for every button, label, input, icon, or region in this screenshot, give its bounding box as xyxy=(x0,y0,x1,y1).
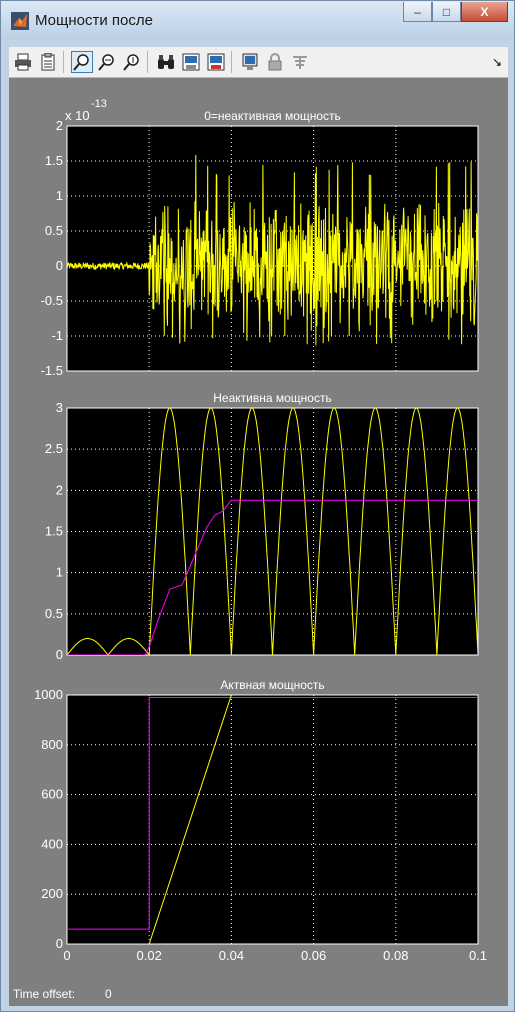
time-offset-label: Time offset: xyxy=(13,987,75,1001)
print-icon xyxy=(15,53,31,71)
scope-display: 0=неактивная мощность x 10 -13 -1.5 -1 -0.5 0 0… xyxy=(9,78,508,1006)
y-tick-label: 1.5 xyxy=(45,153,63,168)
y-tick-label: 2 xyxy=(56,118,63,133)
print-button[interactable] xyxy=(12,51,34,73)
toolbar-separator xyxy=(63,51,64,73)
minimize-icon: ‒ xyxy=(414,4,421,19)
x-tick-label: 0.02 xyxy=(137,948,162,963)
toolbar: ↘ xyxy=(9,47,508,78)
lock-axes-button[interactable] xyxy=(264,51,286,73)
signal-select-icon xyxy=(293,56,307,69)
y-tick-label: 1 xyxy=(56,565,63,580)
y-tick-label: 400 xyxy=(41,836,63,851)
minimize-button[interactable]: ‒ xyxy=(403,2,432,22)
save-axes-button[interactable] xyxy=(180,51,202,73)
x-tick-label: 0.04 xyxy=(219,948,244,963)
y-tick-label: 3 xyxy=(56,400,63,415)
series-line-2 xyxy=(67,695,478,944)
window-title: Мощности после xyxy=(35,12,153,29)
floating-scope-button[interactable] xyxy=(239,51,261,73)
y-tick-label: 600 xyxy=(41,787,63,802)
y-tick-label: 1000 xyxy=(34,687,63,702)
x-tick-label: 0.06 xyxy=(301,948,326,963)
x-tick-label: 0 xyxy=(63,948,70,963)
y-tick-label: 1 xyxy=(56,188,63,203)
series-group xyxy=(67,408,478,655)
restore-axes-icon xyxy=(207,53,225,71)
chart-1: 0=неактивная мощность x 10-13 -1.5 -1 -0.5 0 0… xyxy=(41,98,479,378)
lock-icon xyxy=(268,53,282,71)
y-tick-label: -1 xyxy=(51,328,63,343)
binoculars-icon xyxy=(158,55,174,69)
params-icon xyxy=(41,53,55,71)
matlab-icon xyxy=(11,12,29,30)
toolbar-separator xyxy=(231,51,232,73)
y-tick-label: 0.5 xyxy=(45,606,63,621)
y-tick-label: 0 xyxy=(56,647,63,662)
chart-title: Неактивна мощность xyxy=(213,391,331,405)
plot-area xyxy=(66,407,479,656)
toolbar-separator xyxy=(147,51,148,73)
signal-select-button[interactable] xyxy=(289,51,311,73)
series-line-1 xyxy=(67,154,478,346)
series-line-1 xyxy=(67,697,478,930)
y-tick-label: 0 xyxy=(56,258,63,273)
close-button[interactable]: X xyxy=(461,2,508,22)
series-group xyxy=(67,695,478,944)
y-tick-label: 2 xyxy=(56,482,63,497)
series-line-1 xyxy=(67,408,478,655)
plot-area xyxy=(66,125,479,372)
chart-3: Актвная мощность 0 200 400 600 800 1000 0 0.02 0.… xyxy=(34,678,487,963)
series-group xyxy=(67,154,478,346)
x-tick-label: 0.08 xyxy=(383,948,408,963)
autoscale-button[interactable] xyxy=(155,51,177,73)
y-tick-label: 2.5 xyxy=(45,441,63,456)
chart-title: Актвная мощность xyxy=(220,678,324,692)
toolbar-overflow-icon[interactable]: ↘ xyxy=(491,55,502,69)
y-tick-label: 0.5 xyxy=(45,223,63,238)
plot-area xyxy=(66,694,479,945)
chart-title: 0=неактивная мощность xyxy=(204,109,341,123)
zoom-x-button[interactable] xyxy=(96,51,118,73)
time-offset-value: 0 xyxy=(105,987,112,1001)
maximize-icon: □ xyxy=(442,4,451,19)
y-tick-label: -0.5 xyxy=(41,293,63,308)
exponent-label: x 10 xyxy=(65,108,90,123)
restore-axes-button[interactable] xyxy=(205,51,227,73)
series-line-2 xyxy=(67,499,478,655)
close-icon: X xyxy=(480,4,489,19)
y-tick-label: 200 xyxy=(41,886,63,901)
exponent-power: -13 xyxy=(91,98,107,110)
zoom-y-icon xyxy=(123,54,139,71)
floating-scope-icon xyxy=(242,53,258,70)
zoom-x-icon xyxy=(98,54,114,71)
x-tick-label: 0.1 xyxy=(469,948,487,963)
maximize-button[interactable]: □ xyxy=(432,2,461,22)
zoom-y-button[interactable] xyxy=(121,51,143,73)
y-tick-label: 1.5 xyxy=(45,524,63,539)
y-tick-label: 0 xyxy=(56,936,63,951)
title-bar[interactable]: Мощности после ‒ □ X xyxy=(1,1,514,39)
zoom-button[interactable] xyxy=(71,51,93,73)
chart-2: Неактивна мощность 0 0.5 1 1.5 2 2.5 3 xyxy=(45,391,479,662)
zoom-icon xyxy=(73,54,89,71)
parameters-button[interactable] xyxy=(37,51,59,73)
y-tick-label: -1.5 xyxy=(41,363,63,378)
y-tick-label: 800 xyxy=(41,737,63,752)
save-axes-icon xyxy=(182,53,200,71)
